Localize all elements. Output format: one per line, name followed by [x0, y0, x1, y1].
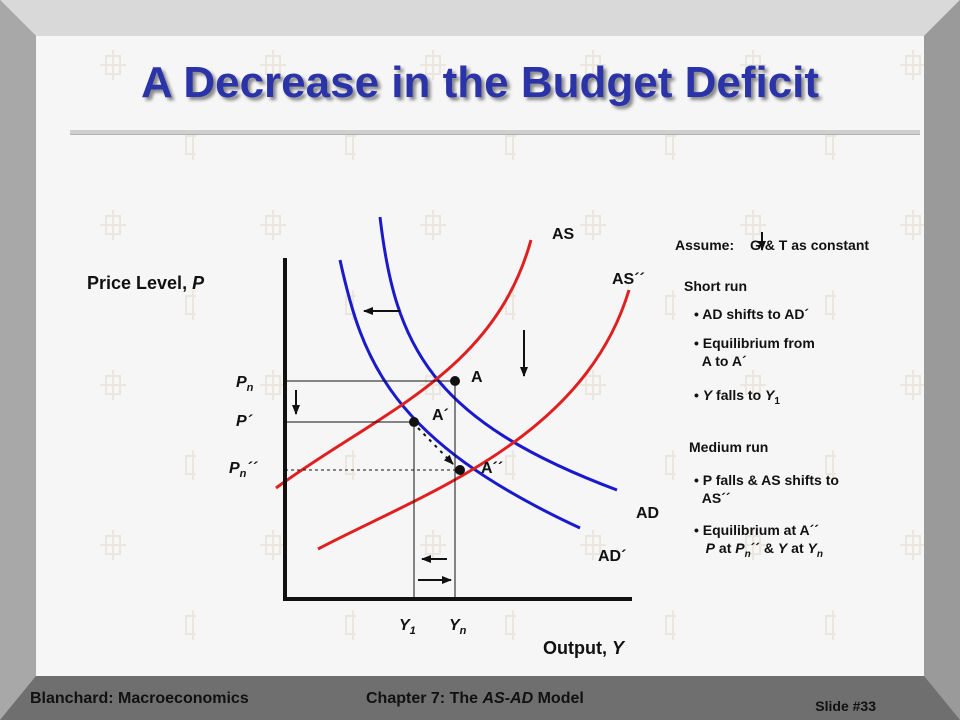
content-panel — [36, 36, 924, 676]
point-a-prime-marker — [409, 417, 419, 427]
p-prime-label: P´ — [236, 413, 252, 430]
as-double-prime-curve — [317, 289, 631, 551]
y-axis-title: Price Level, P — [87, 273, 205, 293]
ad-prime-label: AD´ — [598, 548, 627, 565]
point-a-double-prime-label: A´´ — [481, 460, 504, 477]
short-run-item-3: • Y falls to Y1 — [694, 387, 780, 407]
medium-run-item-1: • P falls & AS shifts to AS´´ — [694, 472, 839, 506]
path-arrow — [417, 427, 454, 465]
footer-chapter: Chapter 7: The AS-AD Model — [366, 690, 584, 707]
short-run-item-2: • Equilibrium from A to A´ — [694, 335, 815, 369]
short-run-heading: Short run — [684, 278, 747, 294]
medium-run-item-2: • Equilibrium at A´´ P at Pn´´ & Y at Yn — [694, 522, 823, 560]
y1-label: Y1 — [399, 617, 416, 638]
as-curve — [275, 239, 533, 490]
as-label: AS — [552, 226, 575, 243]
slide-number: Slide #33 — [815, 698, 876, 714]
point-a-double-prime-marker — [455, 465, 465, 475]
slide-title: A Decrease in the Budget Deficit — [140, 58, 820, 107]
x-axis-title: Output, Y — [543, 638, 624, 658]
point-a-marker — [450, 376, 460, 386]
short-run-item-1: • AD shifts to AD´ — [694, 306, 810, 322]
watermark-pattern — [36, 36, 924, 676]
ad-prime-curve — [338, 259, 581, 530]
pn-label: Pn — [236, 374, 254, 395]
yn-label: Yn — [449, 617, 467, 638]
ad-curve — [378, 216, 618, 492]
point-a-prime-label: A´ — [432, 407, 449, 424]
medium-run-heading: Medium run — [689, 439, 769, 455]
as-double-prime-label: AS´´ — [612, 271, 645, 288]
footer-source: Blanchard: Macroeconomics — [30, 690, 249, 707]
ad-label: AD — [636, 505, 660, 522]
title-underline — [70, 130, 920, 135]
assume-note: Assume: G & T as constant — [675, 237, 870, 253]
point-a-label: A — [471, 369, 483, 386]
pn-double-prime-label: Pn´´ — [229, 460, 258, 481]
